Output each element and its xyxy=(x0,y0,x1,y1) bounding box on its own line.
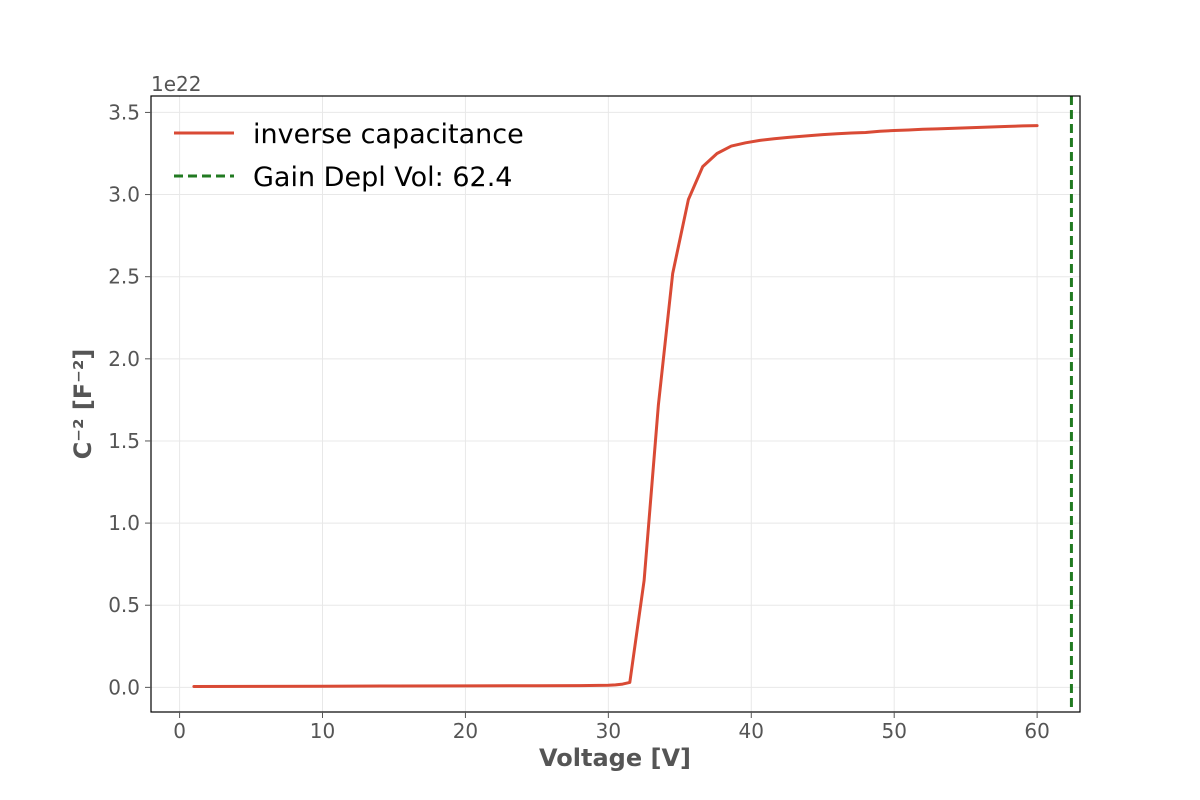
plot-area xyxy=(192,96,1073,712)
x-tick-label: 50 xyxy=(881,719,906,743)
y-tick-label: 3.5 xyxy=(108,100,140,124)
axes-frame xyxy=(150,95,1081,713)
y-tick-label: 1.0 xyxy=(108,511,140,535)
y-axis-ticks: 0.0 0.5 1.0 1.5 2.0 2.5 3.0 3.5 xyxy=(108,100,151,699)
x-tick-label: 20 xyxy=(453,719,478,743)
series-line-inverse-capacitance xyxy=(192,124,1039,688)
x-tick-label: 40 xyxy=(739,719,764,743)
x-axis-ticks: 0 10 20 30 40 50 60 xyxy=(173,712,1050,743)
y-tick-label: 2.5 xyxy=(108,265,140,289)
legend-label-gain-depl-vol: Gain Depl Vol: 62.4 xyxy=(253,162,512,193)
y-axis-label: C⁻² [F⁻²] xyxy=(69,349,97,460)
x-tick-label: 0 xyxy=(173,719,186,743)
legend-label-inverse-capacitance: inverse capacitance xyxy=(253,119,524,150)
x-tick-label: 60 xyxy=(1024,719,1049,743)
y-tick-label: 0.5 xyxy=(108,593,140,617)
y-tick-label: 1.5 xyxy=(108,429,140,453)
y-tick-label: 0.0 xyxy=(108,675,140,699)
x-tick-label: 30 xyxy=(596,719,621,743)
x-axis-label: Voltage [V] xyxy=(539,744,691,772)
y-tick-label: 2.0 xyxy=(108,347,140,371)
legend: inverse capacitance Gain Depl Vol: 62.4 xyxy=(174,119,524,193)
grid xyxy=(151,96,1080,712)
x-tick-label: 10 xyxy=(310,719,335,743)
y-offset-label: 1e22 xyxy=(151,72,201,96)
y-tick-label: 3.0 xyxy=(108,183,140,207)
